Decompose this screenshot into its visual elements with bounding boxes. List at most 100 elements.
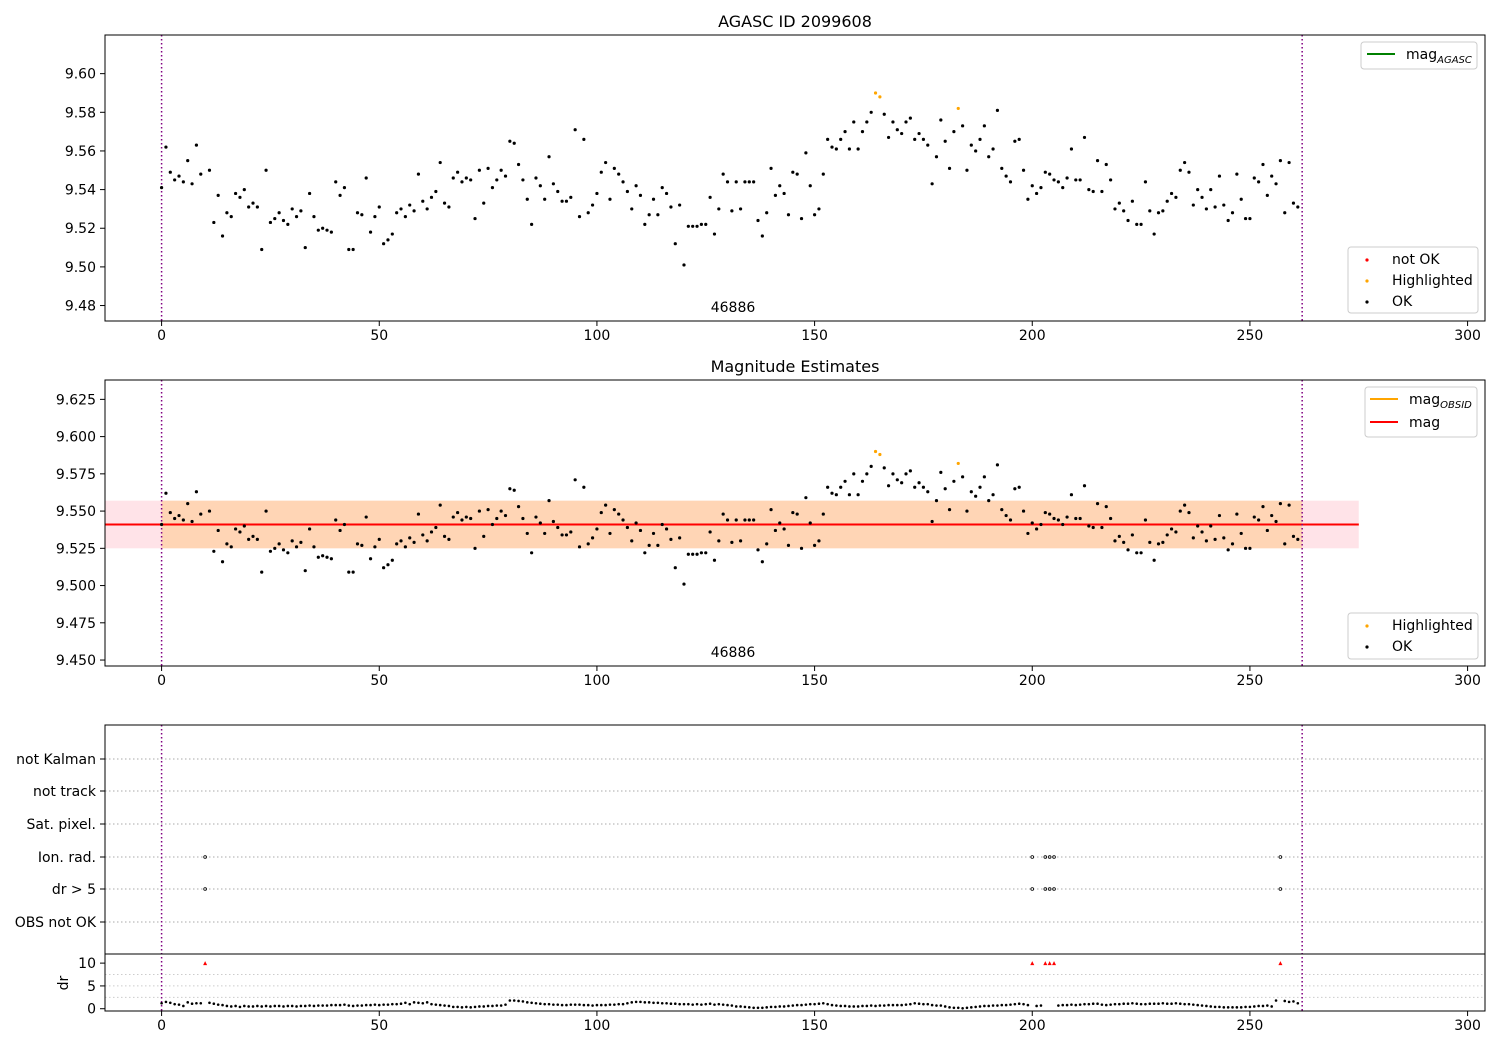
ok-point bbox=[582, 137, 586, 141]
ok-point bbox=[1161, 209, 1165, 213]
ok-point bbox=[708, 530, 712, 534]
x-tick-label: 0 bbox=[157, 673, 166, 689]
flag-marker bbox=[1043, 855, 1048, 859]
dr-point bbox=[1070, 1003, 1073, 1006]
ok-point bbox=[486, 166, 490, 170]
dr-point bbox=[360, 1004, 364, 1007]
dr-point bbox=[874, 1004, 877, 1008]
ok-point bbox=[638, 528, 643, 533]
ok-point bbox=[364, 176, 368, 180]
ok-point bbox=[490, 522, 495, 527]
ok-point bbox=[212, 220, 216, 225]
dr-point bbox=[521, 1000, 525, 1003]
ok-point bbox=[599, 170, 603, 174]
dr-point bbox=[591, 1004, 594, 1007]
ok-point bbox=[447, 205, 451, 209]
ok-point bbox=[673, 566, 677, 570]
ok-point bbox=[682, 582, 686, 586]
dr-point bbox=[221, 1003, 224, 1007]
ok-point bbox=[521, 178, 525, 182]
dr-point bbox=[173, 1002, 176, 1006]
ok-point bbox=[673, 242, 677, 246]
dr-point bbox=[708, 1002, 712, 1006]
ok-point bbox=[826, 137, 830, 141]
ok-point bbox=[290, 207, 294, 211]
x-tick-label: 0 bbox=[157, 328, 166, 344]
ok-point bbox=[347, 570, 351, 574]
ok-point bbox=[173, 178, 177, 182]
dr-point bbox=[508, 999, 512, 1002]
dr-point bbox=[900, 1003, 903, 1007]
ok-point bbox=[795, 512, 799, 516]
ok-point bbox=[1087, 187, 1091, 192]
ok-point bbox=[220, 560, 225, 564]
ok-point bbox=[159, 186, 164, 190]
p1-points bbox=[159, 91, 1300, 267]
dr-point bbox=[373, 1003, 377, 1006]
dr-point bbox=[499, 1004, 503, 1007]
ok-point bbox=[1013, 139, 1017, 143]
dr-point bbox=[1087, 1002, 1091, 1006]
ok-point bbox=[725, 518, 730, 522]
ok-point bbox=[355, 211, 360, 215]
ok-point bbox=[847, 147, 852, 151]
ok-point bbox=[630, 207, 634, 211]
ok-point bbox=[368, 230, 373, 234]
flag-marker bbox=[1043, 887, 1048, 891]
ok-point bbox=[1230, 542, 1235, 546]
ok-point bbox=[643, 222, 647, 226]
ok-point bbox=[904, 472, 908, 476]
ok-point bbox=[995, 463, 1000, 467]
dr-point bbox=[878, 1004, 882, 1007]
ok-point bbox=[908, 469, 912, 473]
ok-point bbox=[934, 155, 939, 159]
ok-point bbox=[1178, 168, 1182, 172]
ok-point bbox=[595, 191, 599, 196]
ok-point bbox=[512, 141, 516, 145]
dr-point bbox=[939, 1004, 943, 1007]
estimates-plot-frame bbox=[104, 379, 1486, 667]
ok-point bbox=[830, 491, 834, 495]
y-tick-label: 9.475 bbox=[56, 616, 96, 632]
ok-point bbox=[260, 570, 264, 574]
ok-point bbox=[377, 205, 381, 209]
dr-point bbox=[647, 1001, 651, 1004]
ok-point bbox=[1278, 159, 1282, 163]
ok-point bbox=[1048, 512, 1052, 516]
ok-point bbox=[752, 518, 756, 522]
ok-point bbox=[482, 201, 486, 205]
ok-point bbox=[1226, 218, 1230, 223]
ok-point bbox=[473, 216, 477, 221]
ok-point bbox=[1095, 502, 1100, 506]
legend-marker-ok bbox=[1365, 300, 1369, 304]
ok-point bbox=[882, 466, 886, 470]
ok-point bbox=[547, 499, 551, 503]
ok-point bbox=[686, 224, 690, 228]
dr-point bbox=[195, 1001, 198, 1005]
estimates-point-legend: Highlighted OK bbox=[1347, 612, 1479, 660]
ok-point bbox=[913, 485, 917, 489]
ok-point bbox=[556, 189, 560, 194]
ok-point bbox=[1283, 542, 1287, 546]
ok-point bbox=[795, 172, 799, 176]
ok-point bbox=[294, 215, 299, 219]
ok-point bbox=[847, 493, 852, 497]
dr-point bbox=[338, 1003, 342, 1007]
ok-point bbox=[917, 481, 921, 485]
ok-point bbox=[1130, 199, 1134, 203]
dr-yaxis: 0 5 10 bbox=[78, 956, 105, 1018]
ok-point bbox=[599, 510, 603, 515]
ok-point bbox=[268, 549, 273, 553]
ok-point bbox=[969, 143, 973, 147]
ok-point bbox=[451, 515, 455, 519]
ok-point bbox=[1200, 530, 1204, 534]
dr-point bbox=[269, 1005, 272, 1008]
dr-point bbox=[1122, 1002, 1125, 1006]
ok-point bbox=[499, 509, 503, 513]
dr-point bbox=[290, 1004, 294, 1008]
ok-point bbox=[921, 485, 926, 489]
ok-point bbox=[569, 530, 573, 534]
ok-point bbox=[238, 195, 242, 199]
dr-point bbox=[734, 1005, 738, 1008]
ok-point bbox=[290, 539, 294, 543]
